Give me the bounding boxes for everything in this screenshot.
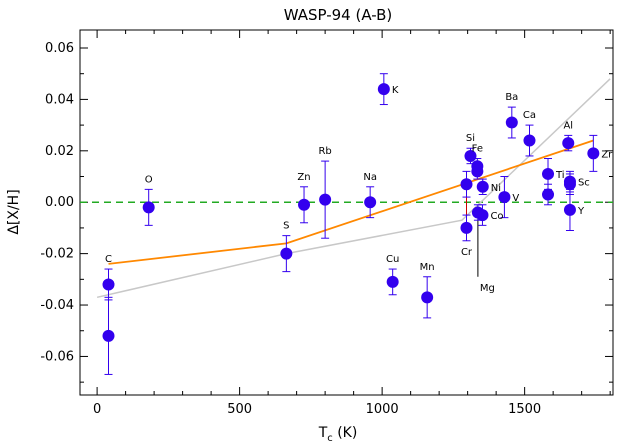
- data-point: [460, 178, 473, 191]
- y-tick-label: 0.02: [45, 144, 74, 159]
- y-tick-label: 0.06: [45, 41, 74, 56]
- x-axis-label: Tc (K): [318, 425, 358, 444]
- point-label: C: [105, 254, 112, 265]
- point-label: Y: [577, 206, 585, 217]
- data-point: [563, 203, 576, 216]
- plot-area: [79, 29, 614, 396]
- x-axis-label-unit: (K): [333, 425, 358, 441]
- y-tick-label: 0.00: [45, 195, 74, 210]
- chart-title: WASP-94 (A-B): [284, 6, 393, 24]
- data-point: [421, 291, 434, 304]
- y-tick-label: -0.04: [40, 298, 74, 313]
- y-tick-label: -0.02: [40, 247, 74, 262]
- data-point: [280, 247, 293, 260]
- gray-fit-line: [96, 78, 611, 299]
- point-label: Zn: [297, 172, 310, 183]
- data-point: [505, 116, 518, 129]
- data-point: [364, 196, 377, 209]
- point-label: Ca: [523, 110, 536, 121]
- data-point: [542, 167, 555, 180]
- point-label: Rb: [318, 146, 331, 157]
- point-label: Ni: [491, 183, 501, 194]
- point-label: Al: [563, 120, 573, 131]
- data-point: [377, 83, 390, 96]
- data-point: [542, 188, 555, 201]
- data-point: [523, 134, 536, 147]
- y-tick-label: 0.04: [45, 92, 74, 107]
- point-label: Zr: [601, 149, 613, 160]
- point-label: Fe: [472, 144, 483, 155]
- x-axis-label-main: T: [318, 425, 328, 441]
- data-point: [142, 201, 155, 214]
- data-point: [498, 191, 511, 204]
- axes-layer: 0 500 1000 1500 -0.06 -0.04 -0.02 0.00 0.02 0.04 0…: [40, 30, 613, 417]
- point-label: Mn: [420, 262, 435, 273]
- x-tick-label: 1500: [508, 402, 541, 417]
- point-label: Na: [363, 172, 377, 183]
- point-label: Si: [466, 133, 475, 144]
- point-label: Mg: [480, 283, 495, 294]
- data-point: [563, 178, 576, 191]
- x-tick-label: 500: [227, 402, 252, 417]
- data-point: [471, 165, 484, 178]
- y-tick-label: -0.06: [40, 349, 74, 364]
- points-layer: [102, 73, 600, 375]
- data-point: [298, 198, 311, 211]
- y-axis-label: Δ[X/H]: [6, 189, 22, 234]
- data-point: [319, 193, 332, 206]
- point-label: O: [145, 174, 153, 185]
- data-point: [476, 180, 489, 193]
- point-label: Cr: [461, 247, 473, 258]
- point-label: Cu: [386, 254, 399, 265]
- data-point: [460, 221, 473, 234]
- data-point: [587, 147, 600, 160]
- x-tick-label: 1000: [366, 402, 399, 417]
- point-label: V: [512, 193, 519, 204]
- point-label: K: [392, 85, 399, 96]
- x-axis-label-sub: c: [327, 433, 333, 444]
- point-label: S: [283, 221, 289, 232]
- plot-frame: [79, 29, 614, 396]
- data-point: [386, 275, 399, 288]
- point-label: Ba: [505, 92, 518, 103]
- point-label: Co: [490, 211, 503, 222]
- data-point: [102, 329, 115, 342]
- x-tick-label: 0: [93, 402, 101, 417]
- data-point: [562, 137, 575, 150]
- point-label: Ti: [555, 170, 565, 181]
- data-point: [471, 206, 484, 219]
- point-label: Sc: [578, 178, 590, 189]
- data-point: [102, 278, 115, 291]
